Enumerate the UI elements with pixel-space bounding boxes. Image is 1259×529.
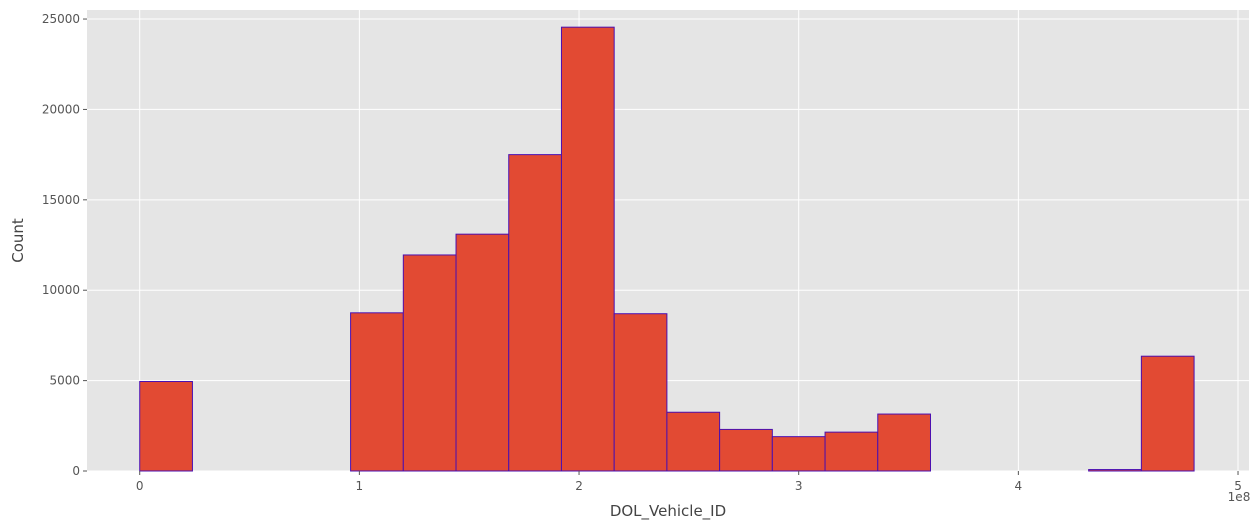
histogram-bar [613,313,668,472]
y-axis-ticks: 0 5000 10000 15000 20000 25000 [42,12,87,478]
histogram-bar [1140,355,1195,472]
histogram-bars [139,26,1195,472]
histogram-bar [402,254,457,472]
histogram-bar [508,154,562,472]
histogram-bar [560,26,615,472]
x-tick-label: 2 [575,479,583,493]
y-tick-label: 15000 [42,193,80,207]
histogram-bar [350,312,404,472]
y-tick-label: 20000 [42,102,80,116]
histogram-bar [877,413,931,472]
y-tick-label: 10000 [42,283,80,297]
histogram-bar [455,233,510,472]
histogram-bar [771,436,826,472]
histogram-bar [666,411,721,472]
x-tick-label: 1 [356,479,364,493]
x-tick-label: 0 [136,479,144,493]
y-tick-label: 5000 [49,374,80,388]
x-axis-ticks: 0 1 2 3 4 5 [136,471,1242,493]
x-axis-offset-label: 1e8 [1228,490,1251,504]
y-axis-label: Count [9,218,27,263]
x-tick-label: 4 [1015,479,1023,493]
histogram-bar [824,431,879,472]
y-tick-label: 25000 [42,12,80,26]
histogram-bar [139,381,193,472]
histogram-bar [1088,469,1142,472]
x-tick-label: 5 [1234,479,1242,493]
x-axis-label: DOL_Vehicle_ID [610,502,726,521]
plot-area [87,10,1249,471]
y-tick-label: 0 [72,464,80,478]
x-tick-label: 3 [795,479,803,493]
histogram-bar [719,428,773,472]
grid-lines [87,10,1249,472]
